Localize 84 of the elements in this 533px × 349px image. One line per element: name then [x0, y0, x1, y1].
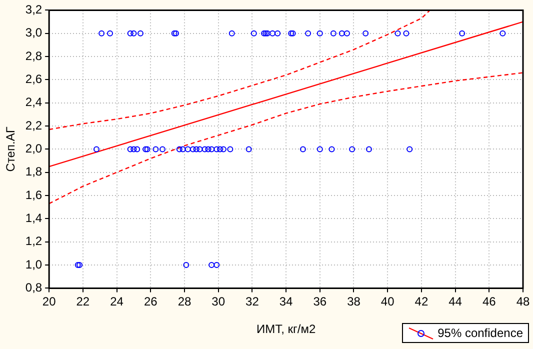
y-tick-label: 3,2 — [25, 2, 42, 17]
line-series — [49, 10, 431, 130]
point — [205, 146, 212, 152]
point — [183, 262, 190, 268]
y-tick-label: 2,0 — [25, 142, 42, 156]
x-axis-title: ИМТ, кг/м2 — [256, 322, 316, 336]
point — [316, 146, 323, 152]
legend-label: 95% confidence — [438, 326, 523, 340]
y-tick-label: 2,2 — [25, 118, 42, 132]
point — [202, 146, 208, 152]
x-tick-label: 24 — [110, 294, 124, 309]
point — [328, 146, 335, 152]
x-tick-label: 28 — [178, 294, 192, 309]
point — [93, 146, 100, 152]
line-series — [49, 72, 523, 204]
point — [127, 146, 134, 152]
point — [366, 146, 372, 152]
point — [338, 30, 345, 36]
point — [250, 30, 257, 36]
y-tick-label: 1,4 — [25, 211, 42, 226]
point — [171, 30, 178, 36]
x-tick-label: 26 — [144, 294, 158, 309]
point — [74, 262, 81, 268]
x-tick-label: 38 — [347, 294, 361, 309]
point — [214, 146, 220, 152]
point — [459, 30, 466, 36]
y-tick-label: 0,8 — [25, 280, 42, 295]
x-tick-label: 42 — [414, 294, 428, 309]
point — [107, 30, 114, 36]
point — [316, 30, 323, 36]
y-tick-label: 1,0 — [25, 257, 42, 272]
point — [274, 30, 281, 36]
point — [184, 146, 191, 152]
point — [159, 146, 166, 152]
x-tick-label: 30 — [212, 294, 226, 309]
point — [349, 146, 356, 152]
point — [500, 30, 506, 36]
point — [246, 146, 252, 152]
point — [193, 146, 200, 152]
x-tick-label: 34 — [279, 294, 294, 309]
point — [173, 30, 180, 36]
point — [330, 30, 336, 36]
point — [130, 30, 137, 36]
y-tick-label: 1,6 — [25, 188, 42, 202]
point — [130, 146, 137, 152]
point — [228, 30, 235, 36]
y-tick-label: 1,8 — [25, 164, 42, 179]
x-tick-label: 32 — [246, 294, 260, 309]
x-tick-label: 40 — [380, 294, 395, 309]
point — [152, 146, 159, 152]
y-tick-label: 2,8 — [25, 48, 42, 63]
x-tick-label: 48 — [516, 294, 530, 309]
point — [270, 30, 276, 36]
x-tick-label: 20 — [42, 294, 56, 309]
point — [300, 146, 306, 152]
x-tick-label: 22 — [76, 294, 90, 309]
point — [98, 30, 105, 36]
point — [180, 146, 186, 152]
point — [220, 146, 226, 152]
y-tick-label: 1,2 — [25, 234, 42, 248]
y-tick-label: 3,0 — [25, 26, 42, 40]
point — [208, 146, 215, 152]
point — [137, 30, 144, 36]
y-tick-label: 2,4 — [25, 95, 42, 110]
point — [196, 146, 203, 152]
point — [362, 30, 369, 36]
y-tick-label: 2,6 — [25, 72, 42, 86]
point — [176, 146, 182, 152]
point — [217, 146, 224, 152]
point — [134, 146, 140, 152]
x-tick-label: 46 — [482, 294, 496, 309]
point — [403, 30, 410, 36]
point — [76, 262, 83, 268]
point — [127, 30, 134, 36]
point — [305, 30, 312, 36]
point — [406, 146, 413, 152]
x-tick-label: 44 — [448, 294, 462, 309]
point — [214, 262, 220, 268]
x-tick-label: 36 — [313, 294, 327, 309]
point — [394, 30, 401, 36]
point — [190, 146, 196, 152]
point — [227, 146, 234, 152]
point — [208, 262, 215, 268]
y-axis-title: Степ.АГ — [4, 126, 18, 172]
